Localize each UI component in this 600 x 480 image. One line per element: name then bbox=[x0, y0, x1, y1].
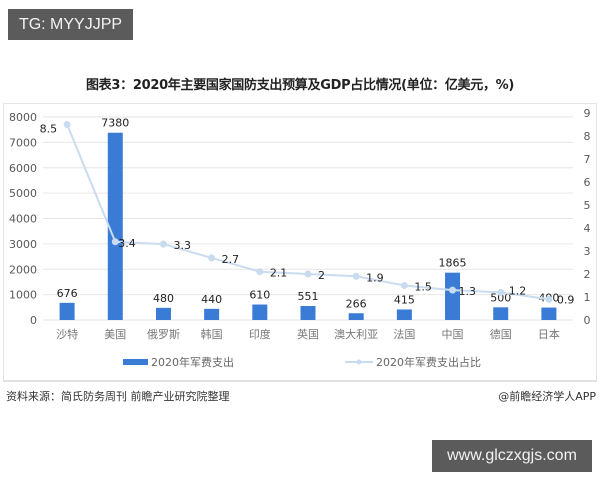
bar bbox=[204, 308, 220, 320]
line-series-gdp-share: 8.5 3.4 3.3 2.7 2.1 2 1.9 1.5 1.3 1.2 0.9 bbox=[40, 121, 575, 306]
line-marker bbox=[400, 282, 408, 289]
bar-value-label: 610 bbox=[249, 289, 270, 302]
left-axis-tick-label: 1000 bbox=[9, 289, 37, 302]
line-value-label: 1.2 bbox=[509, 284, 527, 297]
chart-legend: 2020年军费支出 2020年军费支出占比 bbox=[123, 355, 481, 369]
bar-value-label: 440 bbox=[201, 293, 222, 306]
right-axis-tick-label: 6 bbox=[584, 176, 591, 189]
category-label: 韩国 bbox=[201, 327, 223, 341]
line-value-label: 1.3 bbox=[459, 285, 477, 298]
line-marker bbox=[63, 121, 71, 128]
chart-frame bbox=[3, 103, 597, 382]
bar-value-label: 415 bbox=[394, 293, 415, 306]
bar bbox=[493, 307, 509, 320]
credit-note: @前瞻经济学人APP bbox=[498, 390, 596, 403]
line-marker bbox=[256, 268, 264, 276]
right-axis-tick-label: 5 bbox=[584, 199, 591, 212]
right-axis-tick-label: 1 bbox=[584, 291, 591, 304]
legend-line-marker-icon bbox=[356, 359, 362, 365]
chart-title: 图表3：2020年主要国家国防支出预算及GDP占比情况(单位：亿美元，%) bbox=[85, 78, 515, 93]
bar bbox=[445, 272, 461, 320]
line-marker bbox=[159, 240, 167, 248]
category-label: 德国 bbox=[490, 327, 512, 341]
right-axis-tick-label: 7 bbox=[584, 153, 591, 166]
line-marker bbox=[304, 270, 312, 278]
right-axis-ticks: 0 1 2 3 4 5 6 7 8 9 bbox=[584, 107, 591, 327]
category-label: 印度 bbox=[249, 327, 271, 341]
line-value-label: 0.9 bbox=[557, 293, 575, 306]
line-value-label: 3.4 bbox=[118, 237, 136, 250]
bar-value-label: 1865 bbox=[439, 257, 467, 270]
line-value-label: 2 bbox=[318, 269, 325, 282]
category-label: 俄罗斯 bbox=[147, 328, 180, 341]
left-axis-ticks: 0 1000 2000 3000 4000 5000 6000 7000 8000 bbox=[9, 111, 37, 327]
category-label: 英国 bbox=[297, 327, 319, 341]
line-value-label: 8.5 bbox=[40, 123, 58, 136]
left-axis-tick-label: 0 bbox=[30, 314, 37, 327]
left-axis-tick-label: 6000 bbox=[9, 162, 37, 175]
right-axis-tick-label: 3 bbox=[584, 245, 591, 258]
left-axis-tick-label: 8000 bbox=[9, 111, 37, 124]
category-label: 美国 bbox=[104, 328, 126, 341]
line-value-label: 1.9 bbox=[366, 271, 384, 284]
legend-bar-label: 2020年军费支出 bbox=[151, 355, 234, 369]
tg-watermark-badge: TG: MYYJJPP bbox=[8, 9, 133, 40]
category-axis-labels: 沙特 美国 俄罗斯 韩国 印度 英国 澳大利亚 法国 中国 德国 日本 bbox=[56, 327, 560, 341]
bar bbox=[348, 313, 364, 320]
category-label: 中国 bbox=[442, 328, 464, 341]
bar bbox=[252, 304, 268, 320]
line-value-label: 2.1 bbox=[270, 267, 288, 280]
line-marker bbox=[449, 286, 457, 294]
category-label: 法国 bbox=[393, 327, 415, 341]
url-watermark-badge: www.glczxgjs.com bbox=[432, 440, 592, 472]
source-note: 资料来源：简氏防务周刊 前瞻产业研究院整理 bbox=[6, 390, 230, 403]
left-axis-tick-label: 2000 bbox=[9, 263, 37, 276]
right-axis-tick-label: 4 bbox=[584, 222, 591, 235]
line-value-label: 3.3 bbox=[173, 239, 191, 252]
line-marker bbox=[497, 288, 505, 296]
line-marker bbox=[545, 295, 553, 303]
line-marker bbox=[111, 238, 119, 246]
left-axis-tick-label: 7000 bbox=[9, 136, 37, 149]
right-axis-tick-label: 8 bbox=[584, 130, 591, 143]
bar-series-military-spending: 67673804804406105512664151865500490 bbox=[57, 117, 559, 320]
left-axis-tick-label: 5000 bbox=[9, 187, 37, 200]
bar-value-label: 480 bbox=[153, 292, 174, 305]
line-value-label: 1.5 bbox=[414, 281, 432, 294]
bar bbox=[396, 309, 412, 320]
legend-bar-swatch bbox=[123, 359, 148, 365]
left-axis-tick-label: 4000 bbox=[9, 213, 37, 226]
category-label: 日本 bbox=[538, 327, 560, 341]
bar bbox=[541, 307, 557, 320]
left-axis-tick-label: 3000 bbox=[9, 238, 37, 251]
legend-line-label: 2020年军费支出占比 bbox=[376, 355, 481, 369]
bar bbox=[107, 132, 123, 320]
right-axis-tick-label: 0 bbox=[584, 314, 591, 327]
bar-value-label: 551 bbox=[298, 290, 319, 303]
right-axis-tick-label: 9 bbox=[584, 107, 591, 120]
bar bbox=[300, 306, 316, 320]
bar-value-label: 266 bbox=[346, 297, 367, 310]
line-marker bbox=[208, 254, 216, 262]
bar bbox=[155, 307, 171, 320]
category-label: 澳大利亚 bbox=[334, 327, 378, 341]
bar-value-label: 7380 bbox=[101, 117, 129, 130]
line-value-label: 2.7 bbox=[222, 253, 240, 266]
category-label: 沙特 bbox=[56, 327, 78, 341]
bar-value-label: 500 bbox=[490, 291, 511, 304]
line-marker bbox=[352, 272, 360, 280]
bar-value-label: 676 bbox=[57, 287, 78, 300]
right-axis-tick-label: 2 bbox=[584, 268, 591, 281]
bar bbox=[59, 302, 75, 320]
